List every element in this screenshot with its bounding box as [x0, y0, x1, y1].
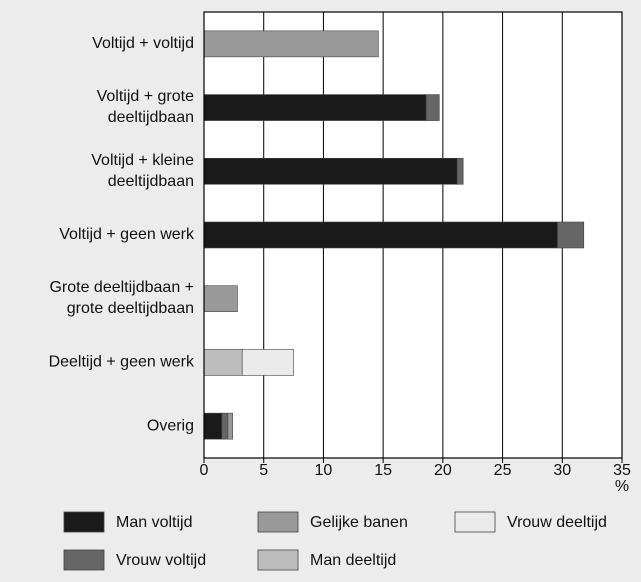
legend-label: Gelijke banen — [310, 514, 408, 531]
y-tick-label: Overig — [147, 417, 194, 434]
bar-segment — [221, 412, 229, 440]
bar-segment — [203, 412, 223, 440]
bar-segment — [203, 285, 238, 313]
bar-segment — [425, 94, 440, 121]
y-tick-label: Voltijd + kleine deeltijdbaan — [91, 152, 194, 190]
x-tick-label: 5 — [259, 462, 268, 479]
bar-segment — [241, 349, 294, 376]
x-tick-label: 0 — [200, 462, 209, 479]
y-tick-label: Voltijd + geen werk — [59, 226, 195, 243]
x-tick-label: 25 — [494, 462, 512, 479]
legend-swatch — [257, 511, 299, 533]
x-tick-label: 35 — [613, 462, 631, 479]
bar-segment — [203, 30, 379, 58]
legend-swatch — [63, 511, 105, 533]
y-tick-label: Voltijd + voltijd — [92, 35, 194, 52]
plot-border — [203, 11, 623, 459]
y-tick-label: Deeltijd + geen werk — [49, 354, 195, 371]
bar-segment — [203, 157, 458, 185]
bar-segment — [203, 94, 427, 121]
x-tick-label: 10 — [315, 462, 333, 479]
legend-swatch — [63, 549, 105, 571]
legend-label: Vrouw voltijd — [116, 552, 206, 569]
bar-segment — [227, 412, 233, 440]
bar-segment — [203, 221, 558, 249]
bar-segment — [456, 157, 464, 185]
y-tick-label: Grote deeltijdbaan + grote deeltijdbaan — [49, 279, 194, 317]
legend-label: Man voltijd — [116, 514, 192, 531]
x-tick-label: 30 — [553, 462, 571, 479]
x-tick-label: 15 — [374, 462, 392, 479]
legend-label: Vrouw deeltijd — [507, 514, 607, 531]
x-unit: % — [615, 478, 629, 495]
legend-swatch — [454, 511, 496, 533]
bar-segment — [203, 349, 243, 376]
bar-segment — [557, 221, 585, 249]
legend-swatch — [257, 549, 299, 571]
x-tick-label: 20 — [434, 462, 452, 479]
y-tick-label: Voltijd + grote deeltijdbaan — [97, 88, 195, 126]
legend-label: Man deeltijd — [310, 552, 396, 569]
